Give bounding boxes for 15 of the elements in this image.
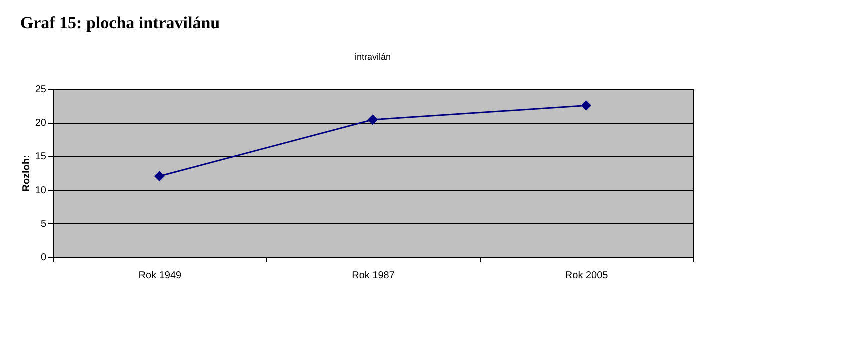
y-tick-label: 15 bbox=[35, 152, 47, 163]
y-tick-label: 10 bbox=[35, 185, 47, 196]
y-tick-label: 0 bbox=[40, 252, 47, 264]
point bbox=[368, 114, 378, 126]
y-tick-label: 5 bbox=[40, 218, 47, 230]
y-axis-title: Rozloh: bbox=[21, 155, 32, 192]
x-tick-label: Rok 2005 bbox=[565, 270, 609, 282]
y-tick-label: 25 bbox=[35, 84, 47, 96]
y-tick-label: 20 bbox=[35, 118, 47, 130]
point bbox=[581, 100, 592, 112]
x-tick-label: Rok 1987 bbox=[352, 270, 396, 282]
x-tick-label: Rok 1949 bbox=[138, 270, 182, 282]
point bbox=[154, 171, 165, 182]
chart-subtitle: intravilán bbox=[354, 52, 392, 62]
chart-title: Graf 15: plocha intravilánu bbox=[20, 14, 220, 32]
